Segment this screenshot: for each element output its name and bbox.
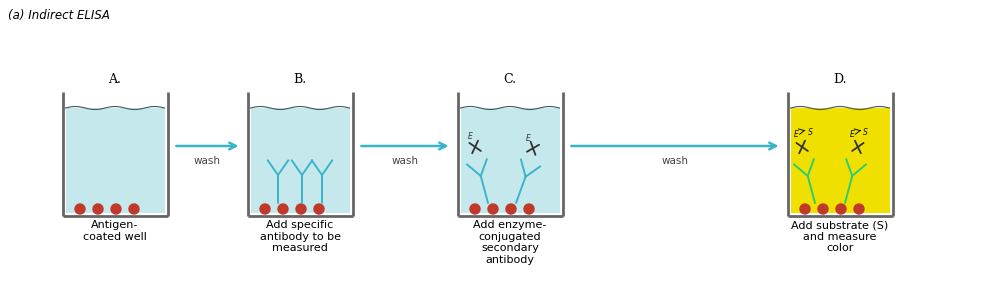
Text: Add substrate (S)
and measure
color: Add substrate (S) and measure color — [792, 220, 889, 253]
Circle shape — [314, 204, 324, 214]
Bar — [251, 108, 350, 213]
Text: E: E — [468, 132, 473, 141]
Bar — [461, 108, 560, 213]
Circle shape — [524, 204, 534, 214]
Circle shape — [470, 204, 480, 214]
Bar — [65, 108, 165, 213]
Text: S: S — [863, 128, 868, 137]
Circle shape — [836, 204, 846, 214]
Text: Antigen-
coated well: Antigen- coated well — [83, 220, 147, 242]
Text: S: S — [808, 128, 813, 137]
Text: C.: C. — [503, 73, 516, 86]
Text: wash: wash — [194, 156, 221, 166]
Text: E: E — [794, 130, 799, 139]
Circle shape — [854, 204, 864, 214]
Text: A.: A. — [109, 73, 122, 86]
Circle shape — [296, 204, 306, 214]
Circle shape — [818, 204, 828, 214]
Circle shape — [278, 204, 288, 214]
Bar — [791, 108, 890, 213]
Circle shape — [488, 204, 498, 214]
Circle shape — [75, 204, 85, 214]
Text: Add specific
antibody to be
measured: Add specific antibody to be measured — [260, 220, 341, 253]
Text: Add enzyme-
conjugated
secondary
antibody: Add enzyme- conjugated secondary antibod… — [474, 220, 547, 265]
Text: wash: wash — [662, 156, 689, 166]
Circle shape — [506, 204, 516, 214]
Text: B.: B. — [293, 73, 306, 86]
Text: D.: D. — [833, 73, 846, 86]
Circle shape — [260, 204, 270, 214]
Circle shape — [111, 204, 121, 214]
Circle shape — [93, 204, 103, 214]
Text: E: E — [525, 134, 530, 143]
Text: E: E — [849, 130, 854, 139]
Text: wash: wash — [391, 156, 418, 166]
Text: (a) Indirect ELISA: (a) Indirect ELISA — [8, 9, 110, 22]
Circle shape — [129, 204, 139, 214]
Circle shape — [800, 204, 810, 214]
